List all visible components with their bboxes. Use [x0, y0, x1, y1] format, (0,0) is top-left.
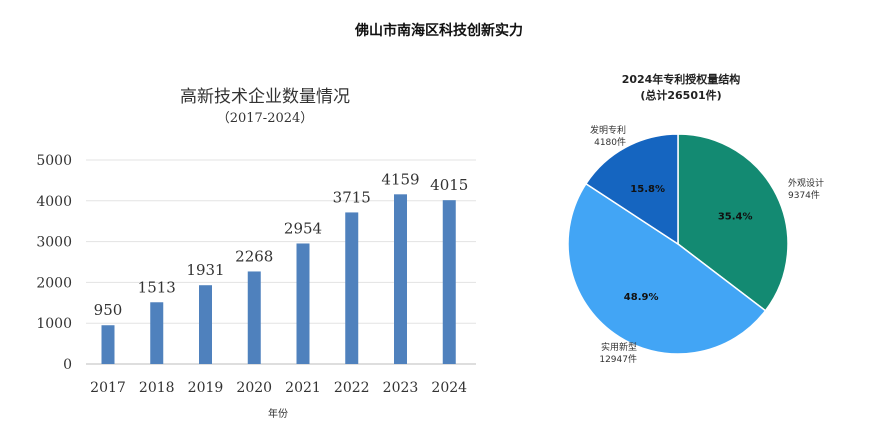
y-tick-label: 2000 — [36, 275, 72, 291]
page-title: 佛山市南海区科技创新实力 — [355, 23, 523, 39]
bar-2020 — [247, 271, 261, 364]
pie-percent-label: 15.8% — [630, 184, 665, 195]
bar-data-label: 1513 — [138, 278, 176, 296]
bar-2023 — [394, 194, 407, 364]
pie-category-label: 实用新型 — [601, 341, 637, 353]
pie-percent-label: 48.9% — [624, 292, 659, 303]
bar-chart-subtitle: （2017-2024） — [217, 111, 314, 126]
bar-2022 — [345, 212, 359, 364]
bar-2024 — [442, 200, 456, 364]
bar-2018 — [150, 302, 164, 364]
bar-data-label: 1931 — [186, 261, 224, 279]
y-tick-label: 4000 — [36, 194, 72, 210]
x-tick-label: 2024 — [431, 380, 467, 396]
bar-2019 — [199, 285, 212, 364]
bar-data-label: 2954 — [284, 219, 322, 237]
x-tick-label: 2017 — [90, 380, 126, 396]
x-tick-label: 2019 — [188, 380, 224, 396]
bar-chart-xlabel: 年份 — [268, 407, 288, 420]
y-tick-label: 5000 — [36, 153, 72, 169]
pie-slice-2 — [567, 182, 767, 355]
bar-data-label: 3715 — [333, 188, 371, 206]
x-tick-label: 2018 — [139, 380, 175, 396]
bar-data-label: 4159 — [381, 170, 419, 188]
bar-data-label: 2268 — [235, 247, 273, 265]
pie-chart-subtitle: (总计26501件) — [640, 88, 721, 102]
pie-value-label: 4180件 — [594, 136, 626, 148]
bar-data-label: 950 — [94, 301, 123, 319]
pie-value-label: 9374件 — [788, 189, 820, 201]
x-tick-label: 2022 — [334, 380, 370, 396]
pie-percent-label: 35.4% — [718, 212, 753, 223]
pie-category-label: 发明专利 — [590, 124, 626, 136]
x-tick-label: 2020 — [236, 380, 272, 396]
y-tick-label: 0 — [63, 357, 72, 373]
pie-category-label: 外观设计 — [788, 177, 824, 189]
bar-data-label: 4015 — [430, 176, 468, 194]
pie-chart-title: 2024年专利授权量结构 — [622, 72, 741, 86]
y-tick-label: 1000 — [36, 316, 72, 332]
pie-slice-3 — [584, 133, 679, 246]
pie-slice-1 — [677, 133, 789, 312]
bar-chart-title: 高新技术企业数量情况 — [180, 87, 350, 107]
y-tick-label: 3000 — [36, 235, 72, 251]
bar-2017 — [101, 325, 115, 364]
x-tick-label: 2023 — [383, 380, 419, 396]
pie-value-label: 12947件 — [599, 353, 637, 365]
bar-2021 — [296, 243, 310, 364]
x-tick-label: 2021 — [285, 380, 321, 396]
